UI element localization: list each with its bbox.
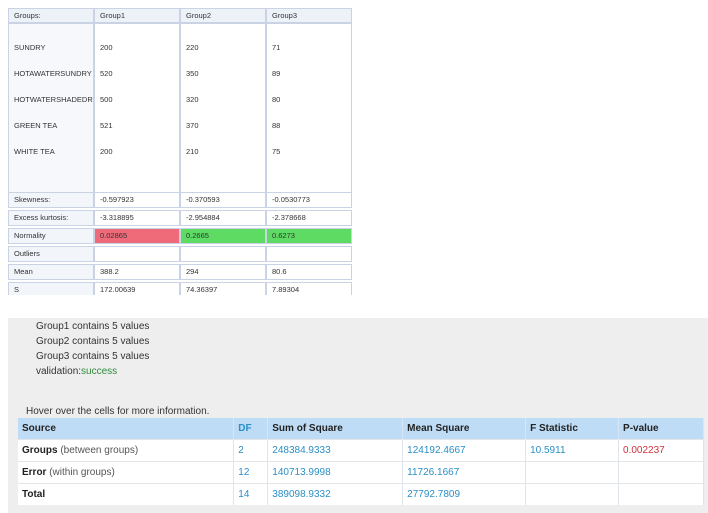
mean-label: Mean: [8, 264, 94, 280]
group-name: GREEN TEA: [14, 120, 58, 130]
group3-value: 75: [272, 146, 281, 156]
grid-header-groups: Groups:: [8, 8, 94, 23]
validation-status: validation:success: [36, 366, 117, 377]
normality-group2: 0.2665: [180, 228, 266, 244]
p-cell: [618, 483, 704, 505]
results-panel: Group1 contains 5 values Group2 contains…: [8, 318, 708, 513]
grid-header-group3: Group3: [266, 8, 352, 23]
normality-group3: 0.6273: [266, 228, 352, 244]
mean-group1: 388.2: [94, 264, 180, 280]
anova-header-row: Source DF Sum of Square Mean Square F St…: [18, 418, 704, 440]
header-mean-square: Mean Square: [402, 418, 527, 440]
hover-hint: Hover over the cells for more informatio…: [26, 406, 210, 417]
header-sum-of-square: Sum of Square: [267, 418, 404, 440]
df-cell[interactable]: 14: [233, 483, 269, 505]
mean-group3: 80.6: [266, 264, 352, 280]
data-grid: Groups: Group1 Group2 Group3 SUNDRY HOTA…: [8, 8, 352, 295]
header-df: DF: [233, 418, 269, 440]
group1-value: 200: [100, 43, 113, 53]
ms-cell[interactable]: 11726.1667: [402, 461, 527, 484]
p-cell: [618, 461, 704, 484]
group-name: HOTWATERSHADEDRY: [14, 95, 94, 104]
f-cell: [525, 483, 620, 505]
group1-value: 521: [100, 120, 113, 130]
grid-header-group1: Group1: [94, 8, 180, 23]
source-qualifier: (between groups): [57, 445, 139, 456]
skewness-label: Skewness:: [8, 192, 94, 208]
normality-label: Normality: [8, 228, 94, 244]
skewness-group3: -0.0530773: [266, 192, 352, 208]
skewness-group2: -0.370593: [180, 192, 266, 208]
group1-textarea[interactable]: 200 520 500 521 200: [94, 23, 180, 197]
source-name: Total: [22, 489, 46, 500]
f-cell[interactable]: 10.5911: [525, 439, 620, 462]
group1-value: 500: [100, 95, 113, 104]
stddev-label: S: [8, 282, 94, 295]
anova-table: Source DF Sum of Square Mean Square F St…: [18, 418, 704, 505]
kurtosis-group2: -2.954884: [180, 210, 266, 226]
grid-header-group2: Group2: [180, 8, 266, 23]
group2-value: 370: [186, 120, 199, 130]
group2-value: 320: [186, 95, 199, 104]
kurtosis-group3: -2.378668: [266, 210, 352, 226]
stddev-group2: 74.36397: [180, 282, 266, 295]
table-row: Error (within groups) 12 140713.9998 117…: [18, 461, 704, 484]
outliers-label: Outliers: [8, 246, 94, 262]
header-p-value: P-value: [618, 418, 704, 440]
group1-count: Group1 contains 5 values: [36, 321, 150, 332]
group3-value: 88: [272, 120, 281, 130]
p-cell[interactable]: 0.002237: [618, 439, 704, 462]
source-cell: Error (within groups): [18, 461, 235, 484]
source-name: Error: [22, 467, 47, 478]
validation-label: validation:: [36, 366, 82, 377]
groups-textarea[interactable]: SUNDRY HOTAWATERSUNDRY HOTWATERSHADEDRY …: [8, 23, 94, 197]
group1-value: 520: [100, 69, 113, 79]
df-cell[interactable]: 2: [233, 439, 269, 462]
group1-value: 200: [100, 146, 113, 156]
mean-group2: 294: [180, 264, 266, 280]
source-cell: Groups (between groups): [18, 439, 235, 462]
f-cell: [525, 461, 620, 484]
table-row: Groups (between groups) 2 248384.9333 12…: [18, 439, 704, 462]
source-cell: Total: [18, 483, 235, 505]
kurtosis-group1: -3.318895: [94, 210, 180, 226]
group2-textarea[interactable]: 220 350 320 370 210: [180, 23, 266, 197]
group2-value: 220: [186, 43, 199, 53]
df-cell[interactable]: 12: [233, 461, 269, 484]
outliers-group1: [94, 246, 180, 262]
group2-value: 350: [186, 69, 199, 79]
ss-cell[interactable]: 389098.9332: [267, 483, 404, 505]
table-row: Total 14 389098.9332 27792.7809: [18, 483, 704, 505]
ss-cell[interactable]: 140713.9998: [267, 461, 404, 484]
stddev-group3: 7.89304: [266, 282, 352, 295]
outliers-group3: [266, 246, 352, 262]
normality-group1: 0.02865: [94, 228, 180, 244]
group3-value: 71: [272, 43, 281, 53]
skewness-group1: -0.597923: [94, 192, 180, 208]
ms-cell[interactable]: 124192.4667: [402, 439, 527, 462]
source-qualifier: (within groups): [46, 467, 115, 478]
validation-value: success: [81, 366, 118, 377]
header-f-statistic: F Statistic: [525, 418, 620, 440]
group-name: HOTAWATERSUNDRY: [14, 69, 92, 79]
group3-value: 89: [272, 69, 281, 79]
group2-count: Group2 contains 5 values: [36, 336, 150, 347]
group3-value: 80: [272, 95, 281, 104]
group-name: SUNDRY: [14, 43, 46, 53]
group3-count: Group3 contains 5 values: [36, 351, 150, 362]
group-name: WHITE TEA: [14, 146, 55, 156]
outliers-group2: [180, 246, 266, 262]
stddev-group1: 172.00639: [94, 282, 180, 295]
header-source: Source: [18, 418, 235, 440]
group2-value: 210: [186, 146, 199, 156]
ms-cell[interactable]: 27792.7809: [402, 483, 527, 505]
ss-cell[interactable]: 248384.9333: [267, 439, 404, 462]
source-name: Groups: [22, 445, 58, 456]
group3-textarea[interactable]: 71 89 80 88 75: [266, 23, 352, 197]
kurtosis-label: Excess kurtosis:: [8, 210, 94, 226]
